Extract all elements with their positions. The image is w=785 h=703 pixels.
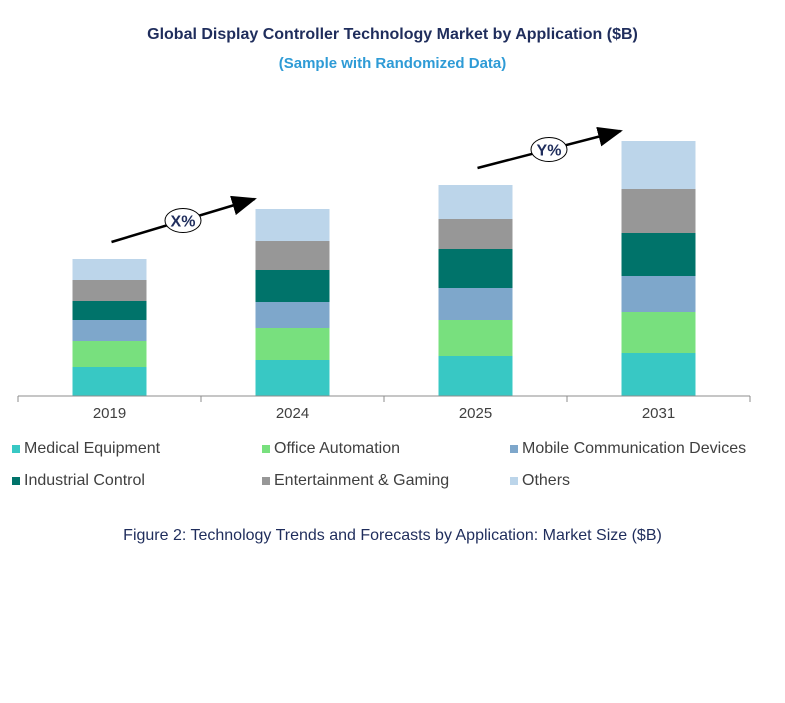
bar-segment-2024-0 <box>255 360 330 396</box>
x-axis: 2019 2024 2025 2031 <box>17 395 751 422</box>
x-tick-label: 2025 <box>459 405 492 422</box>
x-tick-label: 2019 <box>93 405 126 422</box>
chart-title: Global Display Controller Technology Mar… <box>147 26 638 43</box>
bar-segment-2031-5 <box>621 141 696 189</box>
legend-item: Mobile Communication Devices <box>510 440 746 458</box>
bar-segment-2024-1 <box>255 328 330 360</box>
bar-segment-2025-2 <box>438 288 513 320</box>
legend-item: Others <box>510 472 570 490</box>
bar-segment-2031-3 <box>621 233 696 276</box>
growth-label: Y% <box>537 143 562 160</box>
legend-label: Industrial Control <box>24 472 145 489</box>
bar-segment-2025-4 <box>438 219 513 249</box>
bar-segment-2025-5 <box>438 185 513 219</box>
legend-label: Medical Equipment <box>24 440 161 457</box>
bar-segment-2019-4 <box>72 280 147 301</box>
growth-label: X% <box>171 214 196 231</box>
legend-label: Others <box>522 472 571 489</box>
bar-segment-2031-0 <box>621 353 696 396</box>
legend-label: Entertainment & Gaming <box>274 472 450 489</box>
legend-item: Office Automation <box>262 440 400 458</box>
bar-segment-2025-1 <box>438 320 513 356</box>
legend-item: Medical Equipment <box>12 440 160 458</box>
bar-segment-2031-4 <box>621 189 696 233</box>
bar-segment-2019-5 <box>72 259 147 280</box>
bar-segment-2019-3 <box>72 301 147 320</box>
bar-segment-2024-5 <box>255 209 330 241</box>
annotations-layer: X% Y% <box>111 126 623 244</box>
bar-segment-2019-0 <box>72 367 147 396</box>
bar-segment-2025-3 <box>438 249 513 288</box>
legend-label: Mobile Communication Devices <box>522 440 747 457</box>
legend-swatch <box>262 445 270 453</box>
growth-label-bubble <box>530 137 568 162</box>
bar-segment-2031-2 <box>621 276 696 312</box>
growth-label-bubble <box>164 208 202 233</box>
bars-layer <box>72 141 696 396</box>
bar-segment-2019-2 <box>72 320 147 341</box>
figure-caption: Figure 2: Technology Trends and Forecast… <box>123 527 662 544</box>
legend-swatch <box>510 477 518 485</box>
bar-segment-2024-2 <box>255 302 330 328</box>
legend-swatch <box>12 477 20 485</box>
x-tick-label: 2024 <box>276 405 309 422</box>
bar-segment-2025-0 <box>438 356 513 396</box>
x-tick-label: 2031 <box>642 405 675 422</box>
stacked-bar-chart: 2019 2024 2025 2031 X% Y% <box>17 126 751 422</box>
chart-subtitle: (Sample with Randomized Data) <box>278 55 507 72</box>
legend-label: Office Automation <box>274 440 400 457</box>
legend-item: Industrial Control <box>12 472 145 490</box>
bar-segment-2024-4 <box>255 241 330 270</box>
bar-segment-2031-1 <box>621 312 696 353</box>
bar-segment-2019-1 <box>72 341 147 367</box>
bar-segment-2024-3 <box>255 270 330 302</box>
legend-item: Entertainment & Gaming <box>262 472 449 490</box>
legend-swatch <box>12 445 20 453</box>
legend-swatch <box>510 445 518 453</box>
legend-swatch <box>262 477 270 485</box>
